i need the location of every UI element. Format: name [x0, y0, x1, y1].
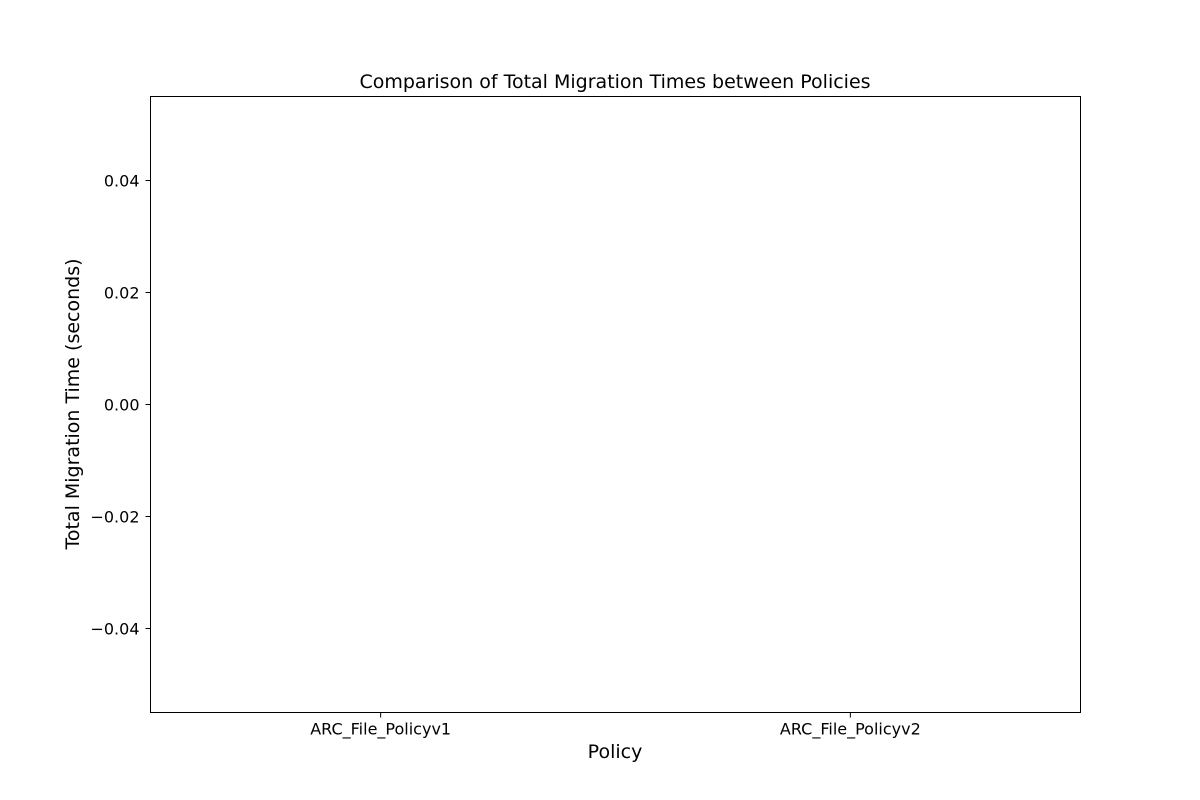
x-axis-label: Policy — [588, 741, 643, 763]
chart-title: Comparison of Total Migration Times betw… — [359, 71, 870, 93]
x-axis: ARC_File_Policyv1 ARC_File_Policyv2 — [310, 712, 921, 740]
x-tick-label: ARC_File_Policyv2 — [780, 720, 921, 740]
y-axis-label: Total Migration Time (seconds) — [62, 258, 84, 550]
y-tick-label: 0.04 — [104, 172, 140, 191]
y-tick-label: −0.04 — [90, 620, 139, 639]
x-tick-label: ARC_File_Policyv1 — [310, 720, 451, 740]
y-tick-label: 0.02 — [104, 284, 140, 303]
y-axis: 0.04 0.02 0.00 −0.02 −0.04 — [90, 172, 151, 639]
y-tick-label: −0.02 — [90, 508, 139, 527]
y-tick-label: 0.00 — [104, 396, 140, 415]
plot-area — [150, 96, 1081, 713]
